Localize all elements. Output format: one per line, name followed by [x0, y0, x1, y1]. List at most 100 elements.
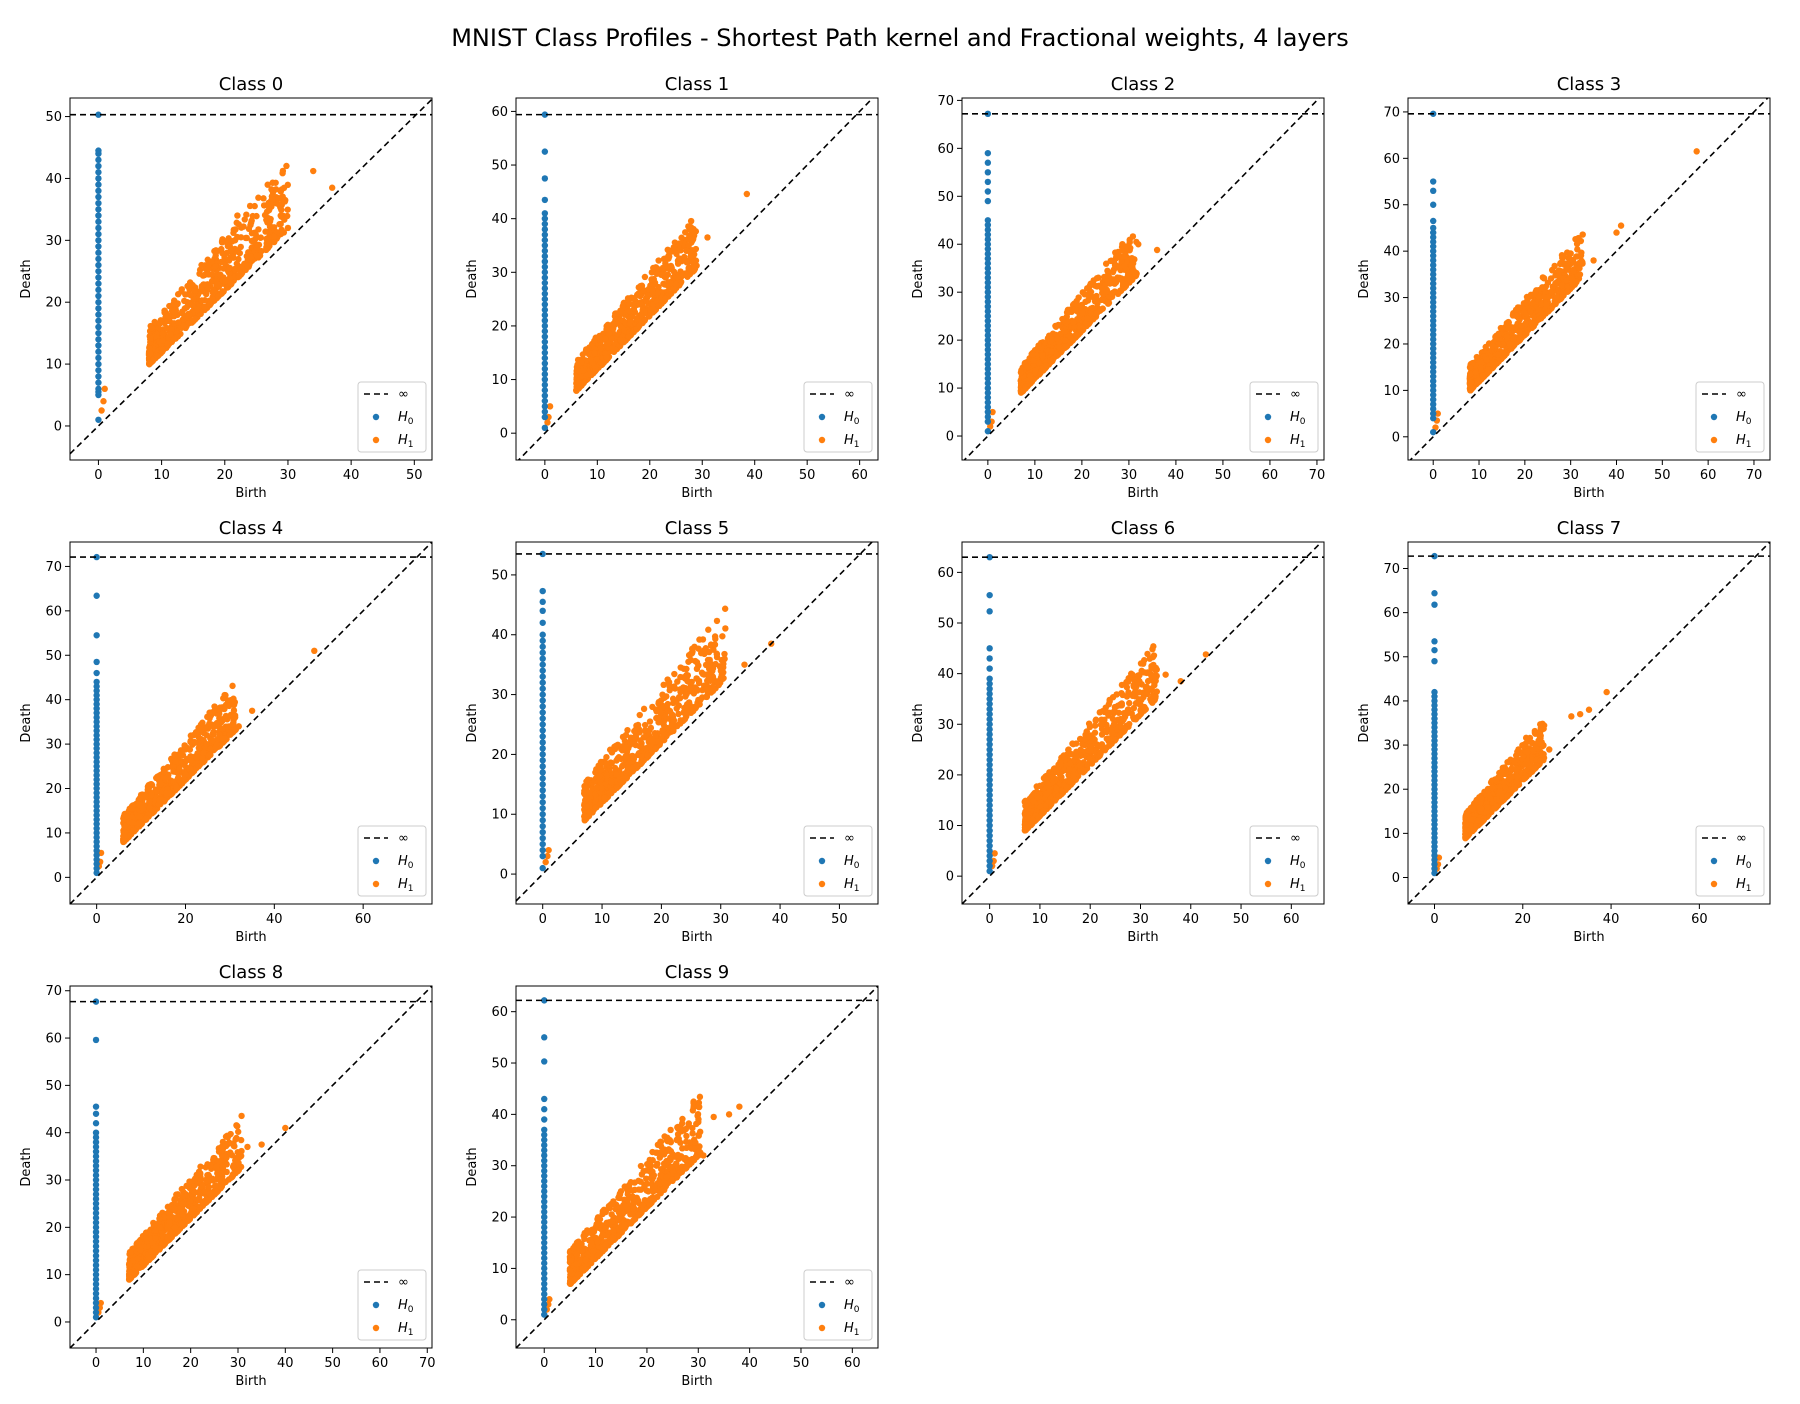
h1-point: [1558, 260, 1564, 266]
h1-point: [1467, 371, 1473, 377]
h1-point: [718, 668, 724, 674]
h1-point: [609, 787, 615, 793]
h1-point: [217, 707, 223, 713]
h1-point: [704, 234, 710, 240]
h1-point: [1108, 258, 1114, 264]
legend-h0-swatch: [1265, 414, 1271, 420]
h1-point: [129, 805, 135, 811]
h1-point: [211, 703, 217, 709]
h1-point: [1479, 372, 1485, 378]
h1-point: [246, 226, 252, 232]
h1-point: [250, 213, 256, 219]
h0-point: [540, 588, 546, 594]
h1-point: [680, 684, 686, 690]
h1-point: [145, 784, 151, 790]
h1-point: [1545, 308, 1551, 314]
y-tick-label: 0: [1392, 430, 1400, 445]
h1-point: [613, 743, 619, 749]
h1-point: [652, 745, 658, 751]
h1-point: [684, 272, 690, 278]
h1-point: [671, 671, 677, 677]
h1-point: [136, 813, 142, 819]
h0-point: [540, 667, 546, 673]
h1-point: [655, 257, 661, 263]
h1-point: [196, 763, 202, 769]
x-tick-label: 0: [539, 912, 547, 927]
h1-point: [1504, 333, 1510, 339]
h1-point: [631, 295, 637, 301]
h1-point: [1103, 744, 1109, 750]
h1-point: [227, 265, 233, 271]
h0-point: [95, 367, 101, 373]
h0-point: [540, 781, 546, 787]
x-tick-label: 60: [1262, 468, 1279, 483]
x-tick-label: 10: [589, 468, 606, 483]
h0-point: [93, 679, 99, 685]
h1-point: [706, 673, 712, 679]
h1-point: [637, 283, 643, 289]
x-axis-label: Birth: [235, 930, 266, 945]
h1-point: [687, 685, 693, 691]
h1-point: [662, 260, 668, 266]
h1-point: [591, 338, 597, 344]
h1-point: [1577, 271, 1583, 277]
h1-point: [1590, 257, 1596, 263]
h1-point: [1130, 267, 1136, 273]
h1-point: [671, 244, 677, 250]
legend-h1-swatch: [373, 437, 379, 443]
h1-point: [613, 310, 619, 316]
h1-point: [210, 731, 216, 737]
y-tick-label: 40: [491, 628, 508, 643]
h1-point: [157, 320, 163, 326]
h1-point: [230, 721, 236, 727]
h1-point: [1527, 308, 1533, 314]
h1-point: [1554, 294, 1560, 300]
y-tick-label: 20: [937, 334, 954, 349]
y-axis-label: Death: [19, 259, 34, 298]
h0-point: [95, 330, 101, 336]
h1-point: [130, 827, 136, 833]
h1-point: [121, 829, 127, 835]
h1-point: [694, 659, 700, 665]
h1-point: [688, 657, 694, 663]
h0-point: [95, 194, 101, 200]
h0-point: [540, 638, 546, 644]
h0-point: [95, 256, 101, 262]
h1-point: [217, 271, 223, 277]
y-tick-label: 40: [45, 172, 62, 187]
h1-point: [694, 703, 700, 709]
h1-point: [638, 753, 644, 759]
h0-point: [540, 709, 546, 715]
h1-point: [1115, 253, 1121, 259]
h1-point: [630, 301, 636, 307]
h1-point: [720, 661, 726, 667]
y-tick-label: 10: [491, 373, 508, 388]
h1-point: [633, 762, 639, 768]
h1-point: [1080, 310, 1086, 316]
subplot-title: Class 5: [665, 518, 730, 539]
legend-h0-subscript: 0: [854, 417, 860, 427]
h1-point: [1613, 229, 1619, 235]
h1-point: [676, 240, 682, 246]
x-tick-label: 10: [594, 912, 611, 927]
y-tick-label: 50: [491, 159, 508, 174]
h1-point: [670, 728, 676, 734]
h1-point: [655, 303, 661, 309]
h0-point: [1430, 218, 1436, 224]
legend-infinity-label: ∞: [398, 831, 409, 846]
h1-point: [612, 347, 618, 353]
h1-point: [1099, 286, 1105, 292]
x-tick-label: 0: [541, 468, 549, 483]
legend-h1-swatch: [819, 881, 825, 887]
h1-point: [1047, 357, 1053, 363]
h0-point: [95, 231, 101, 237]
h1-point: [623, 754, 629, 760]
h1-point: [639, 302, 645, 308]
h1-point: [276, 221, 282, 227]
y-tick-label: 10: [1383, 384, 1400, 399]
h0-point: [95, 181, 101, 187]
